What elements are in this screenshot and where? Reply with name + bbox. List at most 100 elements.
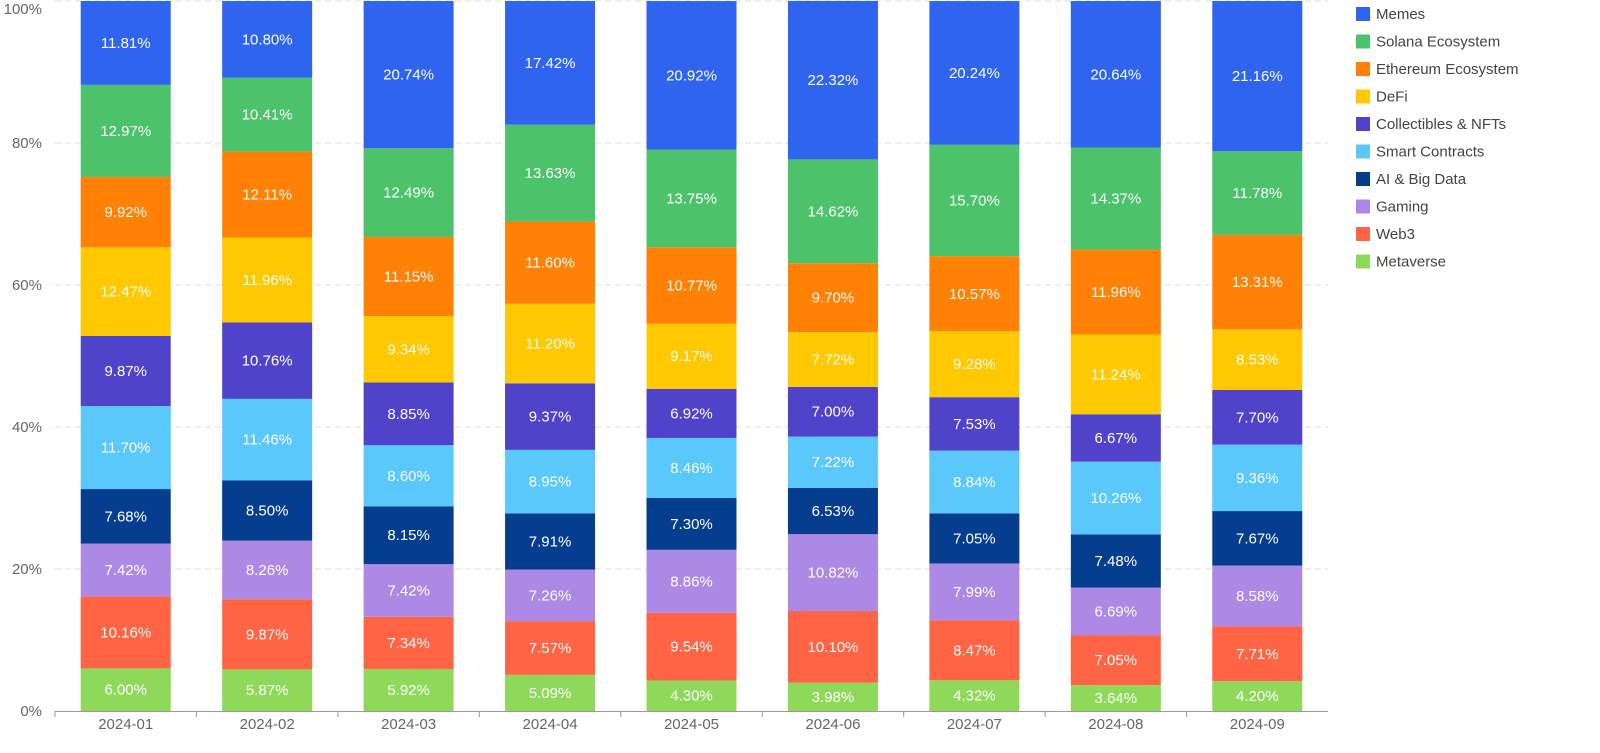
data-label: 13.63% bbox=[525, 165, 576, 182]
x-tick-label: 2024-03 bbox=[381, 716, 436, 733]
data-label: 6.69% bbox=[1095, 603, 1138, 620]
legend-label: Web3 bbox=[1376, 226, 1415, 243]
data-label: 11.70% bbox=[101, 440, 151, 457]
bar-segment bbox=[929, 1, 1020, 145]
data-label: 20.64% bbox=[1090, 66, 1141, 83]
bar-segment bbox=[222, 237, 313, 323]
bar-segment bbox=[646, 149, 737, 248]
bar-segment bbox=[505, 221, 596, 304]
legend-swatch bbox=[1356, 199, 1370, 214]
bar-segment bbox=[363, 316, 454, 383]
data-label: 10.77% bbox=[666, 277, 717, 294]
bar-segment bbox=[363, 236, 454, 317]
legend-swatch bbox=[1356, 117, 1370, 131]
bar-segment bbox=[505, 124, 596, 222]
bar-segment bbox=[929, 513, 1020, 564]
x-tick-label: 2024-08 bbox=[1088, 716, 1143, 733]
bar-segment bbox=[646, 247, 737, 324]
data-label: 8.84% bbox=[953, 474, 996, 491]
data-label: 4.30% bbox=[670, 688, 713, 705]
bar-segment bbox=[929, 620, 1020, 681]
y-tick-label: 20% bbox=[12, 561, 42, 578]
data-label: 10.80% bbox=[242, 31, 293, 48]
data-label: 6.67% bbox=[1095, 430, 1138, 447]
bar-segment bbox=[505, 449, 596, 514]
data-label: 7.05% bbox=[1095, 652, 1138, 669]
data-label: 8.58% bbox=[1236, 588, 1279, 605]
bar-segment bbox=[1212, 626, 1303, 682]
legend-label: DeFi bbox=[1376, 89, 1408, 106]
bar-segment bbox=[1212, 234, 1303, 330]
data-label: 10.76% bbox=[242, 353, 293, 370]
data-label: 10.10% bbox=[808, 639, 859, 656]
data-label: 11.60% bbox=[525, 255, 575, 272]
bar-segment bbox=[363, 1, 454, 149]
x-tick-label: 2024-05 bbox=[664, 716, 719, 733]
data-label: 11.15% bbox=[384, 269, 434, 286]
legend-swatch bbox=[1356, 62, 1370, 76]
data-label: 10.57% bbox=[949, 286, 1000, 303]
bar-segment bbox=[505, 674, 596, 711]
data-label: 7.26% bbox=[529, 587, 572, 604]
bar-segment bbox=[646, 437, 737, 498]
data-label: 8.85% bbox=[387, 406, 430, 423]
bar-segment bbox=[929, 144, 1020, 257]
x-tick-label: 2024-04 bbox=[523, 716, 578, 733]
data-label: 10.26% bbox=[1090, 490, 1141, 507]
data-label: 4.32% bbox=[953, 688, 996, 705]
data-label: 9.87% bbox=[104, 363, 147, 380]
bar-segment bbox=[505, 569, 596, 622]
bar-segment bbox=[787, 682, 878, 711]
data-label: 13.31% bbox=[1232, 274, 1283, 291]
bar-segment bbox=[222, 599, 313, 670]
data-label: 13.75% bbox=[666, 190, 717, 207]
bar-segment bbox=[787, 159, 878, 264]
data-label: 7.99% bbox=[953, 584, 996, 601]
legend-swatch bbox=[1356, 227, 1370, 241]
bar-segment bbox=[363, 382, 454, 446]
data-label: 12.97% bbox=[100, 123, 151, 140]
bar-segment bbox=[1212, 1, 1303, 152]
data-label: 7.00% bbox=[812, 404, 855, 421]
data-label: 10.82% bbox=[808, 565, 859, 582]
bar-segment bbox=[646, 388, 737, 438]
data-label: 20.74% bbox=[383, 67, 434, 84]
bar-segment bbox=[787, 611, 878, 683]
bar-segment bbox=[929, 563, 1020, 621]
bar-segment bbox=[222, 151, 313, 238]
data-label: 11.46% bbox=[242, 432, 292, 449]
data-label: 6.53% bbox=[812, 503, 855, 520]
bar-segment bbox=[505, 1, 596, 125]
bar-segment bbox=[222, 77, 313, 152]
bar-segment bbox=[222, 540, 313, 600]
data-label: 11.96% bbox=[1091, 284, 1141, 301]
bar-segment bbox=[1070, 334, 1161, 415]
bar-segment bbox=[1212, 151, 1303, 235]
bar-segment bbox=[1070, 461, 1161, 535]
data-label: 4.20% bbox=[1236, 688, 1279, 705]
bar-segment bbox=[222, 322, 313, 399]
bar-segment bbox=[80, 1, 171, 85]
data-label: 7.68% bbox=[104, 508, 147, 525]
data-label: 9.36% bbox=[1236, 470, 1279, 487]
data-label: 12.47% bbox=[100, 284, 151, 301]
data-label: 8.60% bbox=[387, 468, 430, 485]
data-label: 8.26% bbox=[246, 562, 289, 579]
data-label: 3.98% bbox=[812, 689, 855, 706]
bar-segment bbox=[505, 303, 596, 384]
bar-segment bbox=[363, 506, 454, 565]
data-label: 7.34% bbox=[387, 635, 430, 652]
bar-segment bbox=[787, 386, 878, 437]
legend-swatch bbox=[1356, 172, 1370, 186]
y-tick-label: 0% bbox=[20, 703, 42, 720]
bar-segment bbox=[929, 331, 1020, 398]
y-tick-label: 80% bbox=[12, 135, 42, 152]
bar-segment bbox=[1212, 565, 1303, 627]
data-label: 7.30% bbox=[670, 516, 713, 533]
y-tick-label: 40% bbox=[12, 419, 42, 436]
data-label: 12.11% bbox=[242, 187, 292, 204]
data-label: 20.24% bbox=[949, 65, 1000, 82]
data-label: 6.00% bbox=[104, 682, 147, 699]
data-label: 7.57% bbox=[529, 640, 572, 657]
